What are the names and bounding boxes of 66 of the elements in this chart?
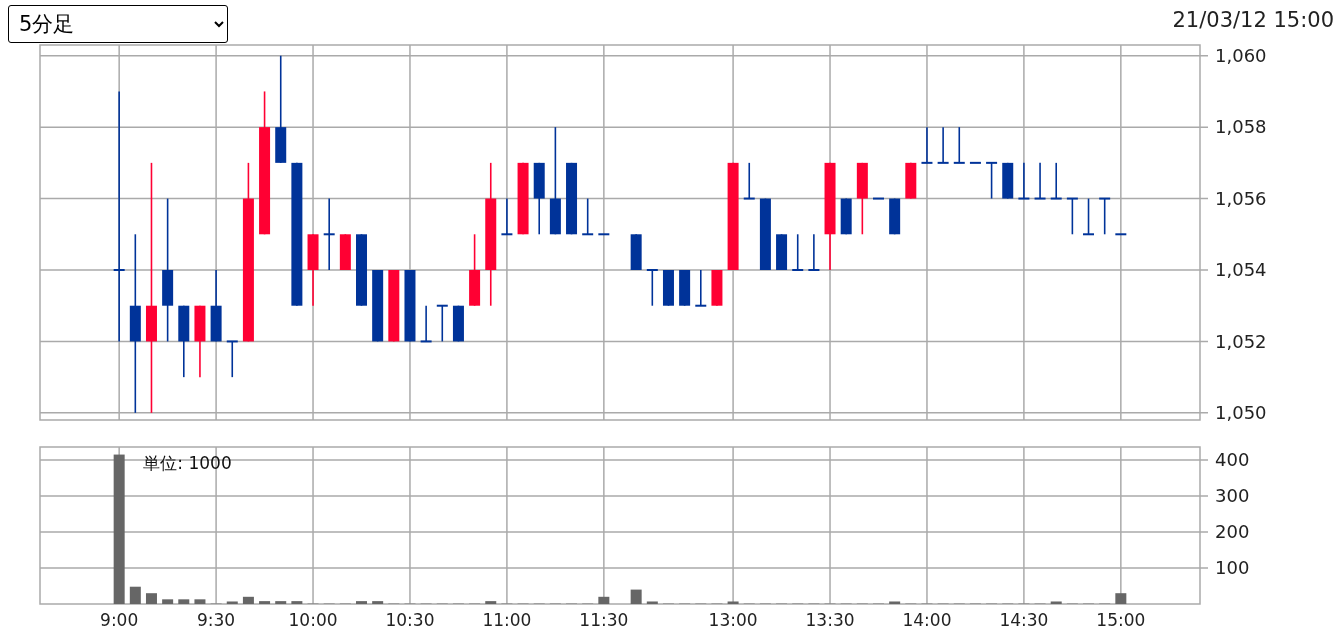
y-tick-label: 200 <box>1215 521 1250 543</box>
x-tick-label: 15:00 <box>1096 610 1146 630</box>
candlestick <box>952 126 966 164</box>
bar <box>291 601 303 604</box>
y-tick-label: 1,056 <box>1215 187 1267 209</box>
bar <box>194 599 206 604</box>
x-tick-label: 11:30 <box>579 610 629 630</box>
bar <box>485 601 497 604</box>
candlestick <box>500 197 514 236</box>
x-tick-label: 10:00 <box>288 610 338 630</box>
x-tick-label: 11:00 <box>482 610 532 630</box>
candlestick <box>322 197 336 271</box>
bar <box>356 601 367 604</box>
candlestick <box>435 304 449 343</box>
candlestick <box>936 126 950 164</box>
y-tick-label: 300 <box>1215 485 1250 507</box>
text: 21/03/12 15:00 <box>1172 8 1334 32</box>
bar <box>242 596 254 604</box>
x-tick-label: 10:30 <box>385 610 435 630</box>
y-tick-label: 1,060 <box>1215 45 1267 67</box>
candlestick <box>1065 197 1079 236</box>
bar <box>598 596 610 604</box>
candlestick <box>419 304 433 343</box>
bar <box>630 589 642 604</box>
candlestick <box>1017 162 1031 200</box>
candlestick <box>1082 197 1096 236</box>
candlestick <box>920 126 934 164</box>
y-tick-label: 100 <box>1215 557 1250 579</box>
candlestick <box>1049 162 1063 200</box>
bar <box>113 454 125 604</box>
x-tick-label: 14:00 <box>902 610 952 630</box>
y-tick-label: 1,052 <box>1215 330 1267 352</box>
x-tick-label: 13:00 <box>708 610 758 630</box>
chart-title: 5分足 <box>8 5 228 43</box>
candlestick <box>225 340 239 378</box>
y-tick-label: 1,050 <box>1215 402 1267 424</box>
bar <box>889 601 901 604</box>
x-tick-label: 14:30 <box>999 610 1049 630</box>
y-tick-label: 1,054 <box>1215 259 1267 281</box>
bar <box>162 599 174 604</box>
bar <box>1050 601 1062 604</box>
bar <box>727 601 739 604</box>
bar <box>129 586 141 604</box>
x-tick-label: 9:00 <box>100 610 139 630</box>
candlestick <box>694 269 708 307</box>
bar <box>178 599 190 604</box>
candlestick <box>985 161 999 200</box>
bar <box>372 601 384 604</box>
annotation: 単位: 1000 <box>143 453 232 473</box>
candlestick <box>645 269 659 307</box>
candlestick <box>742 162 756 200</box>
bar <box>145 593 157 604</box>
bar <box>1115 593 1127 604</box>
bar <box>275 601 287 604</box>
y-tick-label: 400 <box>1215 449 1250 471</box>
candlestick <box>791 233 805 271</box>
bar <box>646 601 658 604</box>
candlestick <box>807 233 821 271</box>
bar <box>226 601 238 604</box>
x-tick-label: 9:30 <box>197 610 236 630</box>
x-tick-label: 13:30 <box>805 610 855 630</box>
candlestick <box>1098 197 1112 236</box>
candlestick <box>581 197 595 236</box>
bar <box>259 601 271 604</box>
y-tick-label: 1,058 <box>1215 116 1267 138</box>
candlestick <box>1033 162 1047 200</box>
